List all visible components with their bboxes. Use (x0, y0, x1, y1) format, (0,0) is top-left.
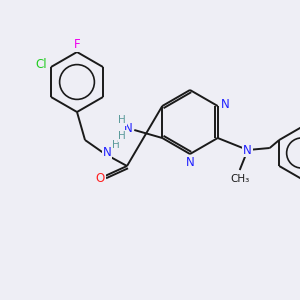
Text: N: N (243, 143, 252, 157)
Text: H: H (118, 131, 126, 141)
Text: N: N (103, 146, 111, 158)
Text: F: F (74, 38, 80, 52)
Text: H: H (112, 140, 120, 150)
Text: H: H (118, 115, 126, 125)
Text: O: O (95, 172, 105, 184)
Text: CH₃: CH₃ (230, 174, 249, 184)
Text: N: N (124, 122, 132, 134)
Text: N: N (221, 98, 230, 110)
Text: Cl: Cl (35, 58, 47, 71)
Text: N: N (186, 155, 194, 169)
